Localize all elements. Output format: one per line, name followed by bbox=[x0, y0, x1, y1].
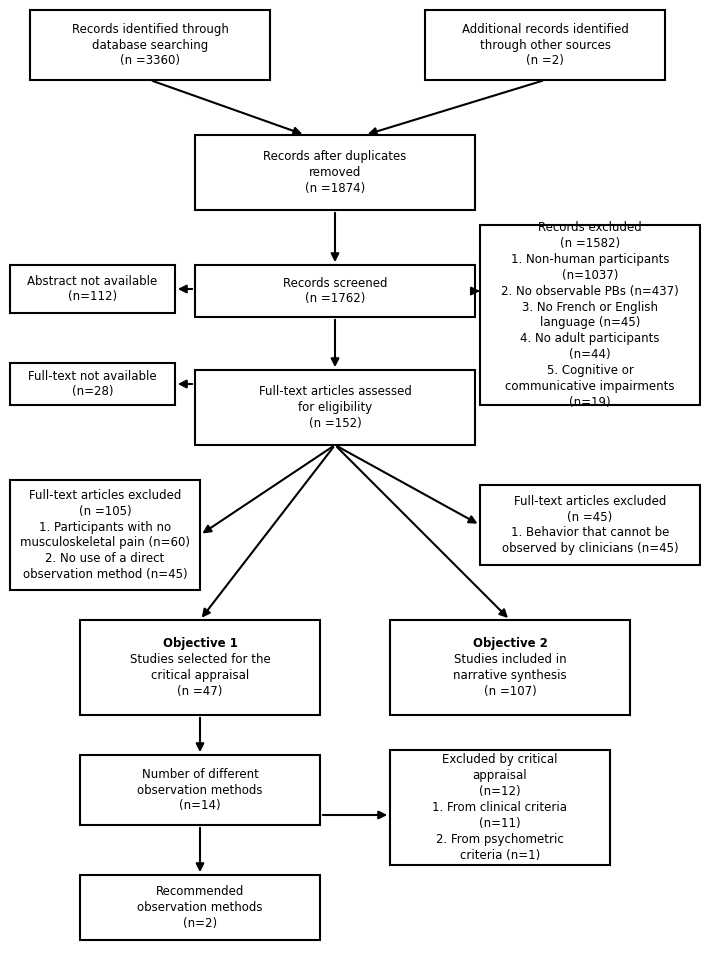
Text: Records excluded: Records excluded bbox=[538, 221, 642, 234]
Text: for eligibility: for eligibility bbox=[298, 401, 372, 414]
Text: (n=11): (n=11) bbox=[479, 817, 521, 830]
Bar bbox=[195, 135, 475, 210]
Bar bbox=[10, 480, 200, 590]
Text: 1. From clinical criteria: 1. From clinical criteria bbox=[432, 801, 567, 814]
Text: Records identified through: Records identified through bbox=[72, 22, 229, 36]
Text: observation method (n=45): observation method (n=45) bbox=[23, 568, 187, 581]
Text: through other sources: through other sources bbox=[479, 39, 611, 51]
Text: (n =47): (n =47) bbox=[178, 685, 223, 698]
Bar bbox=[425, 10, 665, 80]
Text: Studies included in: Studies included in bbox=[454, 653, 567, 666]
Bar bbox=[390, 750, 610, 865]
Text: Excluded by critical: Excluded by critical bbox=[442, 754, 558, 766]
Text: (n =45): (n =45) bbox=[567, 510, 613, 524]
Text: musculoskeletal pain (n=60): musculoskeletal pain (n=60) bbox=[20, 537, 190, 549]
Text: appraisal: appraisal bbox=[473, 769, 528, 782]
Bar bbox=[30, 10, 270, 80]
Text: (n =1874): (n =1874) bbox=[305, 182, 365, 195]
Text: 2. From psychometric: 2. From psychometric bbox=[436, 833, 564, 846]
Bar bbox=[480, 485, 700, 565]
Bar bbox=[80, 875, 320, 940]
Text: narrative synthesis: narrative synthesis bbox=[453, 669, 567, 682]
Text: communicative impairments: communicative impairments bbox=[506, 380, 674, 393]
Text: 1. Behavior that cannot be: 1. Behavior that cannot be bbox=[510, 527, 670, 539]
Text: observation methods: observation methods bbox=[137, 901, 263, 914]
Text: Full-text articles excluded: Full-text articles excluded bbox=[29, 488, 181, 502]
Text: criteria (n=1): criteria (n=1) bbox=[460, 849, 540, 862]
Text: (n=14): (n=14) bbox=[179, 799, 221, 813]
Text: (n =105): (n =105) bbox=[79, 505, 131, 517]
Text: Additional records identified: Additional records identified bbox=[462, 22, 628, 36]
Text: 1. Non-human participants: 1. Non-human participants bbox=[510, 253, 670, 265]
Text: (n =107): (n =107) bbox=[484, 685, 536, 698]
Bar bbox=[80, 620, 320, 715]
Text: Full-text articles excluded: Full-text articles excluded bbox=[514, 495, 666, 508]
Text: 1. Participants with no: 1. Participants with no bbox=[39, 520, 171, 534]
Text: Number of different: Number of different bbox=[141, 767, 258, 781]
Text: Recommended: Recommended bbox=[155, 885, 244, 898]
Text: (n=28): (n=28) bbox=[72, 385, 114, 399]
Text: (n=112): (n=112) bbox=[68, 290, 117, 303]
Bar bbox=[195, 370, 475, 445]
Text: Abstract not available: Abstract not available bbox=[28, 274, 158, 288]
Text: (n =2): (n =2) bbox=[526, 54, 564, 68]
Text: 5. Cognitive or: 5. Cognitive or bbox=[547, 364, 633, 377]
Bar bbox=[10, 363, 175, 405]
Text: Studies selected for the: Studies selected for the bbox=[130, 653, 271, 666]
Text: Records screened: Records screened bbox=[283, 277, 387, 290]
Bar bbox=[480, 225, 700, 405]
Text: observation methods: observation methods bbox=[137, 784, 263, 796]
Text: 4. No adult participants: 4. No adult participants bbox=[520, 332, 660, 345]
Bar bbox=[390, 620, 630, 715]
Bar bbox=[195, 265, 475, 317]
Text: 2. No use of a direct: 2. No use of a direct bbox=[45, 552, 165, 565]
Text: language (n=45): language (n=45) bbox=[540, 317, 640, 329]
Text: 3. No French or English: 3. No French or English bbox=[522, 300, 658, 314]
Text: observed by clinicians (n=45): observed by clinicians (n=45) bbox=[502, 542, 678, 556]
Text: Objective 1: Objective 1 bbox=[163, 637, 237, 650]
Text: (n=1037): (n=1037) bbox=[562, 268, 618, 282]
Text: (n =152): (n =152) bbox=[309, 417, 361, 430]
Text: (n =1582): (n =1582) bbox=[560, 236, 620, 250]
Text: 2. No observable PBs (n=437): 2. No observable PBs (n=437) bbox=[501, 285, 679, 297]
Text: Records after duplicates: Records after duplicates bbox=[263, 151, 407, 163]
Text: (n =1762): (n =1762) bbox=[305, 292, 365, 306]
Text: Objective 2: Objective 2 bbox=[473, 637, 547, 650]
Text: removed: removed bbox=[309, 166, 361, 179]
Text: Full-text articles assessed: Full-text articles assessed bbox=[258, 385, 411, 398]
Bar bbox=[80, 755, 320, 825]
Text: database searching: database searching bbox=[92, 39, 208, 51]
Text: critical appraisal: critical appraisal bbox=[151, 669, 249, 682]
Bar bbox=[10, 265, 175, 313]
Text: (n=12): (n=12) bbox=[479, 786, 521, 798]
Text: (n=44): (n=44) bbox=[569, 348, 611, 361]
Text: (n=2): (n=2) bbox=[183, 917, 217, 930]
Text: Full-text not available: Full-text not available bbox=[28, 370, 157, 382]
Text: (n=19): (n=19) bbox=[569, 397, 611, 409]
Text: (n =3360): (n =3360) bbox=[120, 54, 180, 68]
